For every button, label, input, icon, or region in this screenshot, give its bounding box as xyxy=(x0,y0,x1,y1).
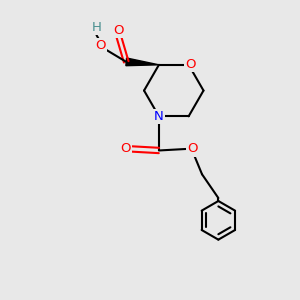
Text: O: O xyxy=(120,142,131,155)
Text: N: N xyxy=(154,110,164,123)
Text: O: O xyxy=(187,142,197,155)
Text: H: H xyxy=(92,21,101,34)
Text: O: O xyxy=(113,24,124,37)
Polygon shape xyxy=(126,58,159,66)
Text: O: O xyxy=(185,58,195,71)
Text: O: O xyxy=(95,39,106,52)
